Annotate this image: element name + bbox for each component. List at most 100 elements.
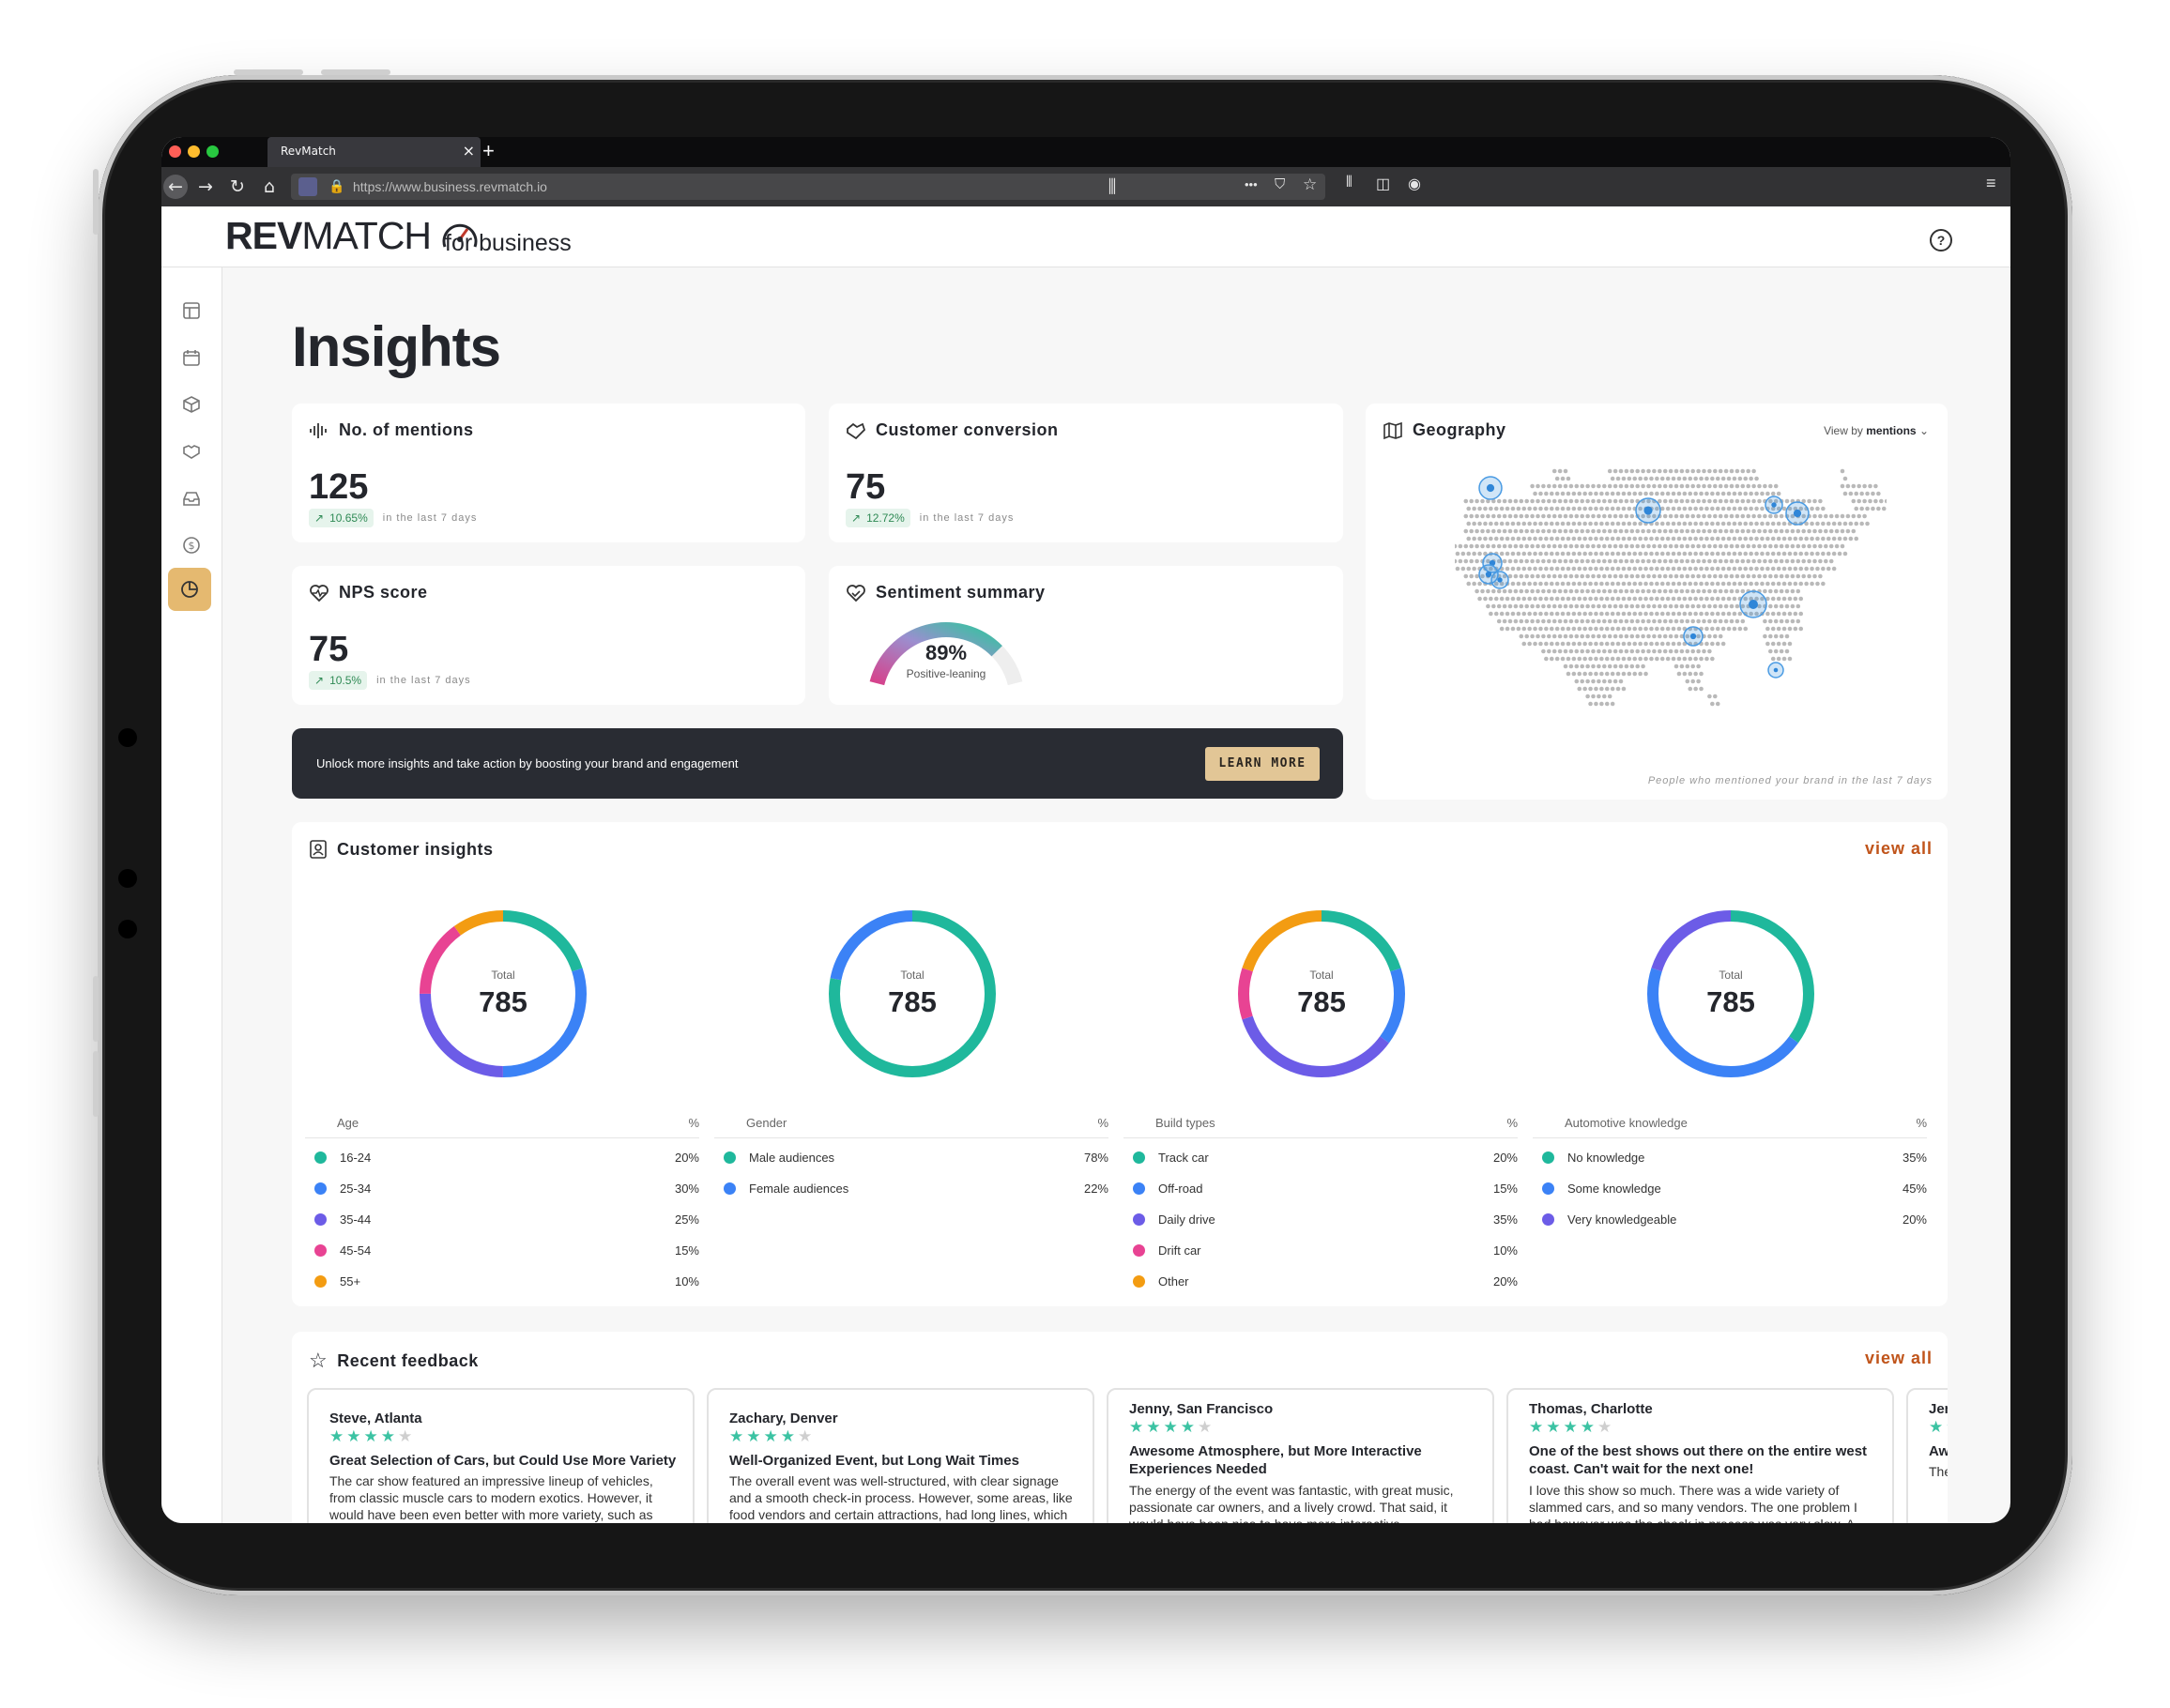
account-icon[interactable]: ◉ [1408, 176, 1421, 192]
library-icon[interactable]: ⫼ [1108, 176, 1117, 197]
geography-note: People who mentioned your brand in the l… [1647, 775, 1933, 786]
feedback-card[interactable]: Thomas, Charlotte ★★★★★ One of the best sh… [1506, 1388, 1894, 1523]
feedback-view-all-link[interactable]: view all [1864, 1349, 1933, 1367]
map-dot [1530, 603, 1535, 609]
map-dot [1696, 648, 1701, 654]
map-dot [1710, 476, 1715, 481]
sidebar-item-insights[interactable] [168, 568, 211, 611]
sidebar-item-products[interactable] [176, 389, 206, 419]
map-dot [1676, 521, 1682, 526]
learn-more-button[interactable]: LEARN MORE [1205, 747, 1320, 781]
map-dot [1641, 468, 1645, 474]
back-icon[interactable]: ← [163, 175, 188, 199]
menu-icon[interactable]: ≡ [1986, 174, 1996, 192]
map-dot [1638, 581, 1643, 587]
map-dot [1477, 506, 1482, 511]
map-dot [1568, 543, 1574, 549]
map-dot [1726, 611, 1732, 617]
sidebar-item-dashboard[interactable] [176, 296, 206, 326]
maximize-window-button[interactable] [206, 145, 219, 158]
map-dot [1768, 543, 1773, 549]
feedback-card[interactable]: Zachary, Denver ★★★★★ Well-Organized Event… [707, 1388, 1094, 1523]
shield-icon[interactable] [298, 177, 317, 196]
map-dot [1796, 603, 1801, 609]
map-dot [1574, 513, 1580, 519]
map-dot [1798, 566, 1804, 572]
sidebar-item-inbox[interactable] [176, 483, 206, 513]
close-window-button[interactable] [169, 145, 181, 158]
pocket-icon[interactable]: ⛉ [1275, 176, 1286, 192]
view-by-dropdown[interactable]: View by mentions ⌄ [1824, 424, 1929, 437]
segment-table: Automotive knowledge% No knowledge 35% Some… [1533, 1116, 1927, 1235]
forward-icon[interactable]: → [198, 176, 213, 197]
map-dot [1612, 543, 1618, 549]
map-dot [1566, 626, 1571, 632]
map-dot [1770, 641, 1776, 647]
map-dot [1665, 581, 1671, 587]
segment-pct: 78% [1083, 1151, 1108, 1165]
minimize-window-button[interactable] [188, 145, 200, 158]
map-dot [1582, 611, 1587, 617]
dollar-icon: $ [183, 537, 200, 554]
map-dot [1804, 551, 1809, 557]
map-dot [1602, 679, 1607, 684]
feedback-card[interactable]: Steve, Atlanta ★★★★★ Great Selection of Ca… [307, 1388, 695, 1523]
map-dot [1676, 491, 1682, 496]
map-dot [1516, 566, 1521, 572]
sidebar-item-billing[interactable]: $ [176, 530, 206, 560]
map-dot [1862, 498, 1867, 504]
map-dot [1854, 521, 1859, 526]
map-dot [1615, 626, 1621, 632]
bookmark-star-icon[interactable]: ☆ [1303, 175, 1318, 193]
map-dot [1480, 573, 1485, 579]
help-icon[interactable]: ? [1930, 229, 1952, 252]
map-dot [1796, 558, 1801, 564]
map-dot [1649, 536, 1654, 541]
map-dot [1760, 521, 1765, 526]
segment-row: 25-34 30% [305, 1173, 699, 1204]
feedback-card[interactable]: Jen★★★★★Awe NeeThe pas wou [1906, 1388, 1948, 1523]
sidebar-item-partners[interactable] [176, 436, 206, 466]
sidebar-item-events[interactable] [176, 343, 206, 373]
browser-tab[interactable]: RevMatch × [267, 137, 481, 167]
map-dot [1749, 611, 1753, 617]
page-actions-icon[interactable]: ••• [1245, 177, 1258, 191]
map-dot [1655, 536, 1659, 541]
map-dot [1690, 528, 1695, 534]
reload-icon[interactable]: ↻ [230, 176, 245, 197]
map-dot [1541, 648, 1546, 654]
map-dot [1815, 536, 1820, 541]
map-dot [1607, 633, 1612, 639]
map-dot [1621, 476, 1627, 481]
map-dot [1854, 536, 1859, 541]
map-dot [1732, 566, 1737, 572]
new-tab-button[interactable]: + [482, 139, 495, 162]
home-icon[interactable]: ⌂ [263, 176, 276, 197]
map-dot [1551, 498, 1557, 504]
trend-up-icon: ↗ [314, 674, 325, 687]
map-dot [1659, 476, 1665, 481]
map-dot [1538, 566, 1543, 572]
library-icon[interactable]: ⫴ [1346, 175, 1352, 191]
map-dot [1557, 588, 1563, 594]
map-dot [1790, 618, 1796, 624]
map-dot [1629, 543, 1635, 549]
browser-navbar: ← → ↻ ⌂ 🔒 https://www.business.revmatch.… [161, 167, 2010, 206]
map-dot [1536, 603, 1540, 609]
map-dot [1673, 633, 1679, 639]
url-text[interactable]: https://www.business.revmatch.io [353, 179, 547, 194]
close-tab-icon[interactable]: × [462, 142, 475, 160]
map-dot [1510, 506, 1516, 511]
map-dot [1610, 671, 1615, 677]
map-dot [1734, 603, 1740, 609]
logo[interactable]: REVMATCH [225, 214, 480, 258]
speedometer-icon [442, 223, 478, 248]
sidebar-toggle-icon[interactable]: ◫ [1376, 176, 1391, 192]
map-dot [1754, 566, 1759, 572]
map-dot [1768, 618, 1773, 624]
map-dot [1652, 468, 1657, 474]
customer-insights-view-all-link[interactable]: view all [1864, 839, 1933, 858]
feedback-card[interactable]: Jenny, San Francisco ★★★★★ Awesome Atmosph… [1107, 1388, 1494, 1523]
url-bar[interactable]: 🔒 https://www.business.revmatch.io ••• ⛉… [291, 174, 1325, 200]
map-dot [1496, 528, 1502, 534]
